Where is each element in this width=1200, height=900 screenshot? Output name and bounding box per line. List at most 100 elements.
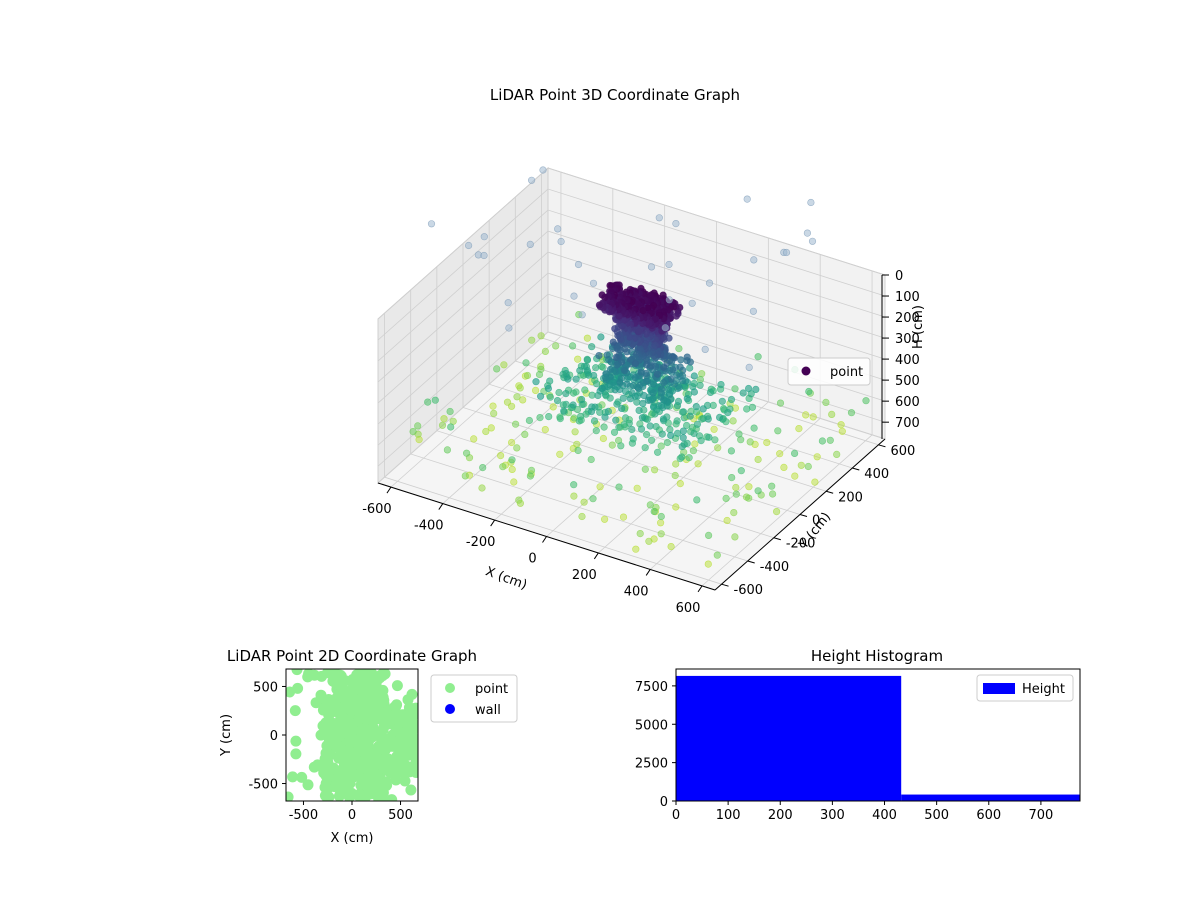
z-tick-label: 400 [895,353,920,368]
lidar-point-3d [822,398,830,407]
lidar-point-3d [693,420,702,428]
lidar-point-3d [651,410,659,418]
lidar-point-3d [710,425,718,433]
lidar-point-3d [592,364,600,372]
lidar-point-3d [628,425,636,434]
lidar-point-3d [521,430,529,439]
grid-z [377,314,886,467]
lidar-point-2d [335,750,347,762]
lidar-point-3d [729,417,737,425]
lidar-point-2d [318,767,330,779]
lidar-point-3d [656,519,665,527]
lidar-point-2d [290,748,302,760]
x-tick-label: -400 [414,519,444,534]
lidar-point-2d [386,714,398,725]
x-tick-label: 0 [528,552,536,567]
lidar-point-3d [671,471,679,480]
lidar-point-3d [618,404,626,413]
lidar-point-3d [657,402,666,410]
lidar-point-3d [508,465,516,474]
lidar-point-3d [833,450,841,459]
lidar-point-3d [699,405,707,413]
lidar-point-3d [692,403,700,411]
lidar-point-3d [862,397,870,405]
histogram-x-tick-label: 100 [716,808,741,823]
lidar-point-3d [592,427,600,435]
chart-2d-title: LiDAR Point 2D Coordinate Graph [227,647,477,665]
lidar-point-3d [704,415,712,423]
grid-x [701,270,873,587]
lidar-point-3d [691,440,699,448]
lidar-point-3d [686,412,694,420]
lidar-point-3d [735,430,743,438]
legend-label-height: Height [1022,682,1065,697]
lidar-point-3d [727,395,736,404]
lidar-point-2d [391,680,403,692]
lidar-point-3d [626,395,635,403]
lidar-point-3d [681,383,689,391]
lidar-point-3d [571,428,579,436]
lidar-point-3d [642,431,651,439]
lidar-point-3d [659,363,668,371]
lidar-point-3d [647,263,656,271]
lidar-point-3d [599,363,607,371]
lidar-point-3d [490,409,498,418]
histogram-y-tick-label: 5000 [635,718,668,733]
lidar-point-3d [790,449,799,458]
lidar-point-3d [641,465,649,473]
lidar-point-3d [686,364,694,372]
lidar-point-3d [746,438,754,446]
lidar-point-3d [443,446,452,454]
x-tick-label-2d: 500 [388,808,413,823]
lidar-point-2d [324,749,336,761]
lidar-point-3d [772,508,781,516]
lidar-point-2d [321,740,333,752]
histogram-bars [676,675,1080,801]
lidar-point-3d [635,406,643,415]
y-tick-label: -400 [760,560,790,575]
lidar-point-3d [706,388,715,397]
lidar-point-3d [596,483,604,491]
lidar-point-2d [289,705,301,717]
lidar-point-3d [732,490,740,498]
lidar-point-3d [809,413,817,421]
3d-legend: point [787,357,871,386]
lidar-point-3d [657,393,665,401]
histogram-x-tick-label: 0 [672,808,680,823]
lidar-point-2d [290,735,302,747]
lidar-point-2d [319,790,331,801]
lidar-point-3d [479,464,487,472]
y-tick-mark [878,444,886,448]
lidar-point-3d [693,496,701,504]
lidar-point-3d [694,460,702,468]
histogram-legend-box [976,674,1074,702]
lidar-point-3d [650,507,658,516]
lidar-point-3d [553,397,562,405]
lidar-point-3d [737,467,745,475]
lidar-point-3d [672,460,680,468]
lidar-point-3d [711,436,719,444]
2d-legend: point wall [430,674,518,723]
grid-x [390,172,562,488]
lidar-point-3d [802,411,810,419]
lidar-point-3d [641,444,649,452]
lidar-point-3d [745,363,753,372]
lidar-point-3d [675,345,683,353]
3d-gridlines [377,167,886,587]
lidar-point-3d [581,386,589,394]
histogram-x-tick-label: 600 [976,808,1001,823]
lidar-point-3d [653,370,662,378]
lidar-point-3d [447,423,455,431]
histogram-x-tick-label: 400 [872,808,897,823]
lidar-point-3d [807,198,815,207]
lidar-point-3d [487,424,495,432]
lidar-point-3d [528,336,536,344]
lidar-point-2d [400,717,411,729]
lidar-point-2d [335,680,347,692]
lidar-point-3d [497,452,505,460]
lidar-point-3d [673,402,682,410]
3d-points [409,166,870,568]
grid-y [410,289,748,562]
lidar-point-2d [345,790,356,801]
lidar-point-3d [583,334,592,342]
